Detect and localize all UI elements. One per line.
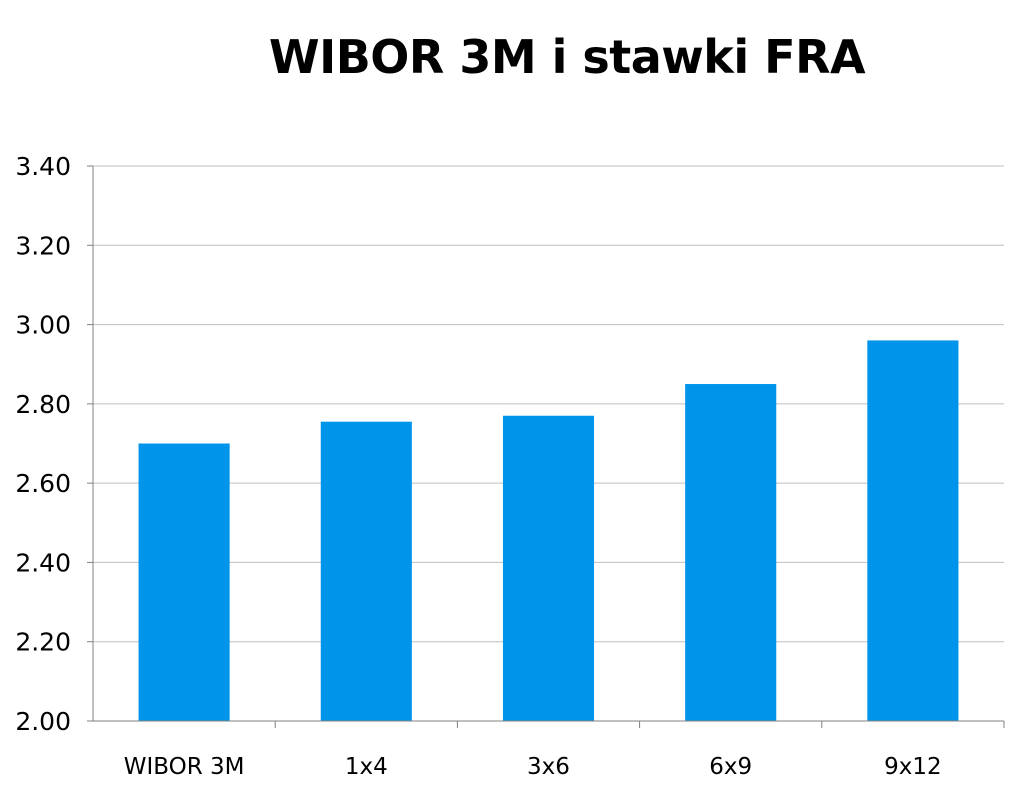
chart-title: WIBOR 3M i stawki FRA: [268, 30, 866, 84]
bar-6x9: [685, 384, 777, 721]
bar-3x6: [502, 415, 595, 721]
x-category-label: 9x12: [884, 754, 942, 780]
bar-wibor-3m: [138, 443, 230, 721]
x-category-label: WIBOR 3M: [124, 754, 245, 780]
y-tick-label: 3.40: [15, 152, 71, 181]
y-tick-label: 2.60: [15, 469, 71, 498]
labels: 2.00 2.20 2.40 2.60 2.80 3.00 3.20 3.40 WIBOR 3M…: [15, 152, 941, 780]
y-tick-label: 3.20: [15, 231, 71, 260]
bar-9x12: [867, 340, 959, 721]
y-tick-label: 2.20: [15, 628, 71, 657]
axes: [87, 165, 1005, 728]
y-tick-label: 2.80: [15, 390, 71, 419]
y-tick-label: 2.40: [15, 548, 71, 577]
y-tick-label: 3.00: [15, 311, 71, 340]
bars: [138, 340, 959, 721]
x-category-label: 1x4: [345, 754, 388, 780]
x-category-label: 6x9: [709, 754, 752, 780]
bar-1x4: [320, 421, 412, 721]
x-category-label: 3x6: [527, 754, 570, 780]
y-tick-label: 2.00: [15, 707, 71, 736]
